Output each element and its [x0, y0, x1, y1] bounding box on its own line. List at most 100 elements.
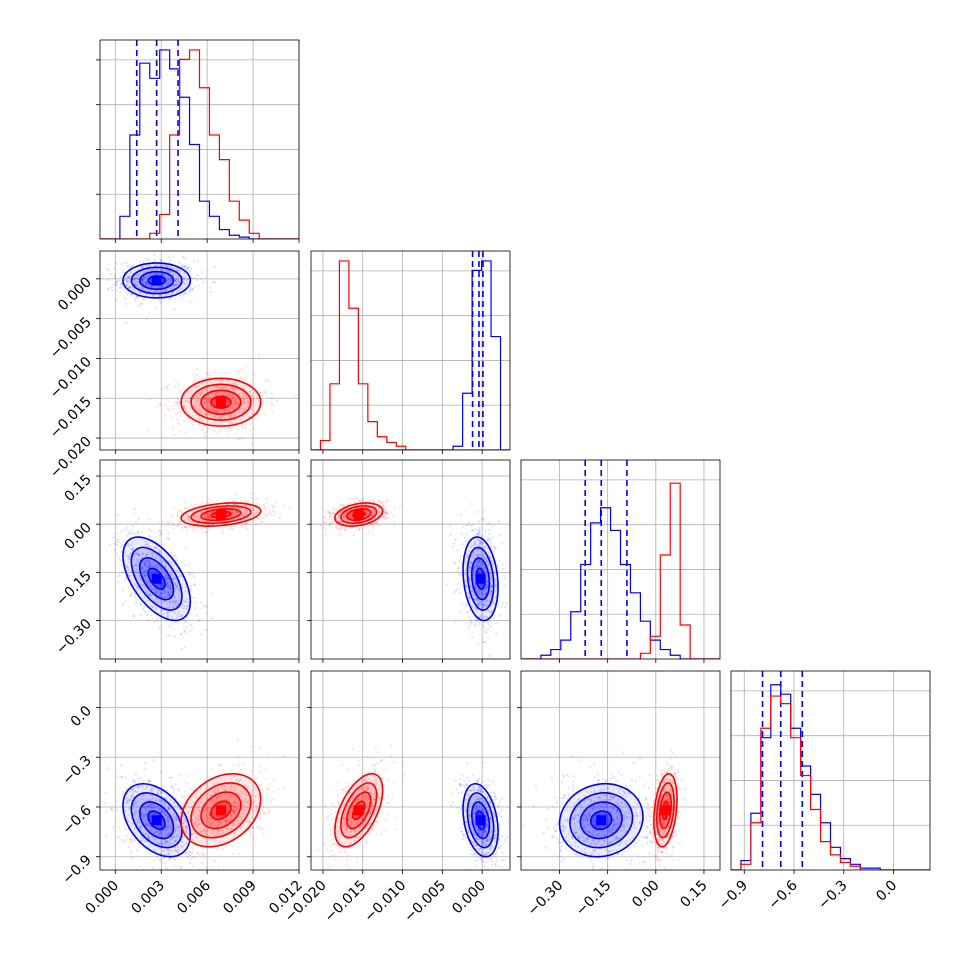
scatter-point — [480, 590, 483, 593]
scatter-point — [153, 620, 156, 623]
scatter-point — [180, 414, 183, 417]
scatter-point — [147, 544, 150, 548]
scatter-point — [212, 523, 215, 526]
scatter-point — [98, 543, 100, 545]
scatter-point — [227, 401, 230, 404]
density-peak-1 — [215, 509, 226, 520]
scatter-point — [190, 267, 193, 270]
scatter-point — [491, 585, 494, 588]
scatter-point — [136, 532, 139, 535]
scatter-point — [159, 529, 162, 533]
scatter-point — [135, 818, 138, 821]
scatter-point — [470, 618, 473, 621]
scatter-point — [477, 560, 480, 563]
scatter-point — [472, 552, 475, 555]
scatter-point — [167, 577, 171, 581]
scatter-point — [96, 789, 98, 791]
scatter-point — [489, 540, 492, 543]
scatter-point — [475, 590, 478, 593]
scatter-point — [196, 619, 200, 623]
scatter-point — [207, 501, 211, 504]
scatter-point — [471, 590, 474, 593]
scatter-point — [128, 575, 131, 578]
scatter-point — [234, 388, 237, 391]
scatter-point — [474, 543, 477, 546]
scatter-point — [174, 576, 177, 580]
scatter-point — [186, 277, 190, 281]
scatter-point — [229, 413, 232, 416]
scatter-point — [179, 866, 183, 870]
scatter-point — [147, 560, 150, 563]
scatter-point — [148, 604, 151, 607]
scatter-point — [462, 526, 465, 529]
scatter-point — [491, 601, 494, 604]
scatter-point — [192, 855, 195, 859]
scatter-point — [207, 515, 210, 518]
scatter-point — [183, 526, 186, 529]
scatter-point — [173, 875, 175, 877]
scatter-point — [172, 255, 176, 258]
scatter-point — [167, 256, 170, 259]
scatter-point — [378, 507, 381, 510]
scatter-point — [237, 511, 240, 514]
scatter-point — [240, 407, 243, 410]
hist-panel-1 — [310, 250, 511, 454]
scatter-point — [119, 285, 123, 288]
scatter-point — [169, 281, 172, 285]
scatter-point — [192, 277, 195, 280]
scatter-point — [348, 515, 351, 519]
scatter-point — [138, 865, 141, 868]
scatter-point — [127, 286, 130, 290]
scatter-point — [158, 529, 161, 533]
scatter-point — [449, 524, 452, 527]
scatter-point — [138, 553, 141, 556]
scatter-point — [246, 412, 249, 415]
scatter-point — [184, 501, 187, 504]
scatter-point — [244, 401, 247, 404]
scatter-point — [386, 512, 389, 516]
scatter-point — [268, 783, 271, 786]
scatter-point — [149, 585, 152, 588]
scatter-point — [150, 605, 154, 608]
scatter-point — [201, 281, 204, 284]
scatter-point — [477, 599, 480, 602]
scatter-point — [159, 567, 162, 570]
scatter-point — [244, 521, 247, 524]
hist-panel-0 — [96, 39, 300, 243]
scatter-point — [155, 268, 158, 271]
scatter-point — [207, 515, 210, 518]
scatter-point — [159, 847, 162, 850]
scatter-point — [215, 385, 218, 388]
scatter-point — [165, 277, 168, 280]
scatter-point — [348, 513, 351, 516]
scatter-point — [150, 285, 153, 288]
scatter-point — [164, 403, 167, 406]
scatter-point — [231, 511, 234, 514]
scatter-point — [480, 565, 483, 568]
scatter-point — [177, 787, 180, 790]
scatter-point — [174, 400, 177, 403]
scatter-point — [146, 430, 149, 433]
scatter-point — [178, 574, 181, 577]
scatter-point — [481, 561, 484, 565]
scatter-point — [168, 522, 171, 525]
scatter-point — [166, 789, 169, 792]
scatter-point — [128, 560, 131, 564]
scatter-point — [333, 512, 336, 515]
scatter-point — [340, 521, 343, 524]
scatter-point — [195, 395, 198, 398]
scatter-point — [179, 633, 182, 636]
scatter-point — [115, 298, 118, 301]
scatter-point — [255, 498, 258, 501]
scatter-point — [484, 588, 487, 591]
scatter-point — [142, 573, 145, 576]
scatter-point — [185, 400, 188, 403]
scatter-point — [472, 534, 476, 537]
scatter-point — [481, 542, 484, 545]
scatter-point — [158, 273, 162, 276]
scatter-point — [189, 286, 192, 289]
scatter-point — [131, 788, 134, 791]
scatter-point — [233, 503, 236, 506]
scatter-point — [135, 280, 138, 283]
y-tick-label: −0.15 — [53, 568, 95, 610]
